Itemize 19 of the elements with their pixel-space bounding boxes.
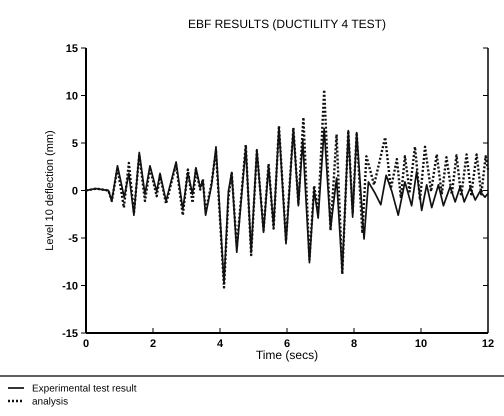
x-tick-label: 4 <box>216 338 224 350</box>
x-axis-title: Time (secs) <box>256 348 318 362</box>
y-tick-label: -10 <box>62 280 78 292</box>
y-tick-label: 5 <box>72 138 78 150</box>
y-tick-label: 10 <box>66 90 78 102</box>
x-tick-label: 2 <box>150 338 156 350</box>
x-tick-label: 8 <box>350 338 358 350</box>
y-tick-label: 15 <box>66 42 78 55</box>
y-tick-label: -15 <box>62 328 78 340</box>
y-axis-title: Level 10 deflection (mm) <box>44 130 56 251</box>
x-tick-label: 10 <box>414 338 428 350</box>
x-tick-label: 12 <box>482 338 494 350</box>
y-tick-label: -5 <box>68 232 78 245</box>
y-tick-label: 0 <box>72 185 78 198</box>
x-tick-label: 6 <box>284 338 290 350</box>
legend-label: Experimental test result <box>32 384 137 394</box>
x-tick-label: 0 <box>82 338 90 350</box>
chart-title: EBF RESULTS (DUCTILITY 4 TEST) <box>188 17 386 31</box>
legend-label: analysis <box>32 396 68 408</box>
